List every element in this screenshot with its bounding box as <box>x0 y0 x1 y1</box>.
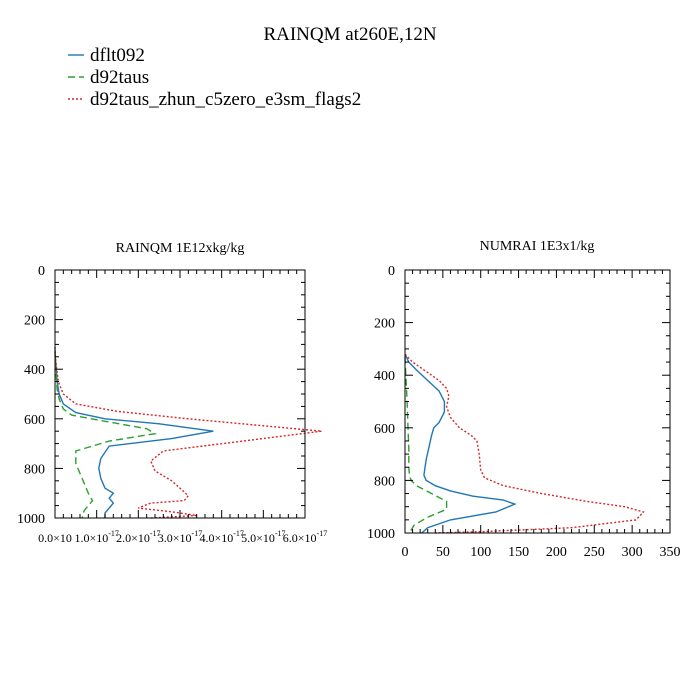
x-tick-exponent: -17 <box>108 529 119 538</box>
x-tick-exponent: -17 <box>150 529 161 538</box>
legend-label-d92taus-zhun: d92taus_zhun_c5zero_e3sm_flags2 <box>90 89 361 110</box>
series-group-rainqm <box>54 346 322 519</box>
y-tick-label: 0 <box>388 264 395 279</box>
x-tick-label: 1.0×10-17 <box>74 529 118 545</box>
x-tick-label: 5.0×10-17 <box>241 529 285 545</box>
panel-numrai: NUMRAI 1E3x1/kg 0 200 400 600 800 1000 0 50 100 1… <box>367 239 681 560</box>
panel-title-numrai: NUMRAI 1E3x1/kg <box>480 239 595 254</box>
y-tick-label: 1000 <box>367 527 395 542</box>
x-tick-label: 0.0×10 <box>38 531 72 545</box>
series-line-d92taus <box>404 356 448 534</box>
y-tick-label: 400 <box>374 369 395 384</box>
x-tick-label: 3.0×10-17 <box>158 529 202 545</box>
y-tick-label: 800 <box>24 462 45 477</box>
legend-entry-d92taus: d92taus <box>68 67 149 88</box>
series-line-dflt092 <box>404 353 517 534</box>
x-tick-label: 2.0×10-17 <box>116 529 160 545</box>
x-tick-exponent: -17 <box>233 529 244 538</box>
axes-numrai: 0 200 400 600 800 1000 0 50 100 150 200 250 300 350 <box>367 264 681 560</box>
x-tick-label: 0 <box>402 545 409 560</box>
x-tick-label: 300 <box>622 545 643 560</box>
panel-title-rainqm: RAINQM 1E12xkg/kg <box>116 241 245 256</box>
figure-title: RAINQM at260E,12N <box>263 24 436 45</box>
plot-frame-rainqm <box>54 269 306 519</box>
panel-rainqm: RAINQM 1E12xkg/kg 0 200 400 600 800 1000 0.0×1… <box>17 241 327 545</box>
legend-label-dflt092: dflt092 <box>90 45 145 66</box>
x-tick-label: 6.0×10-17 <box>283 529 327 545</box>
series-line-d92taus <box>54 351 157 519</box>
x-tick-label: 50 <box>436 545 450 560</box>
x-tick-label: 350 <box>660 545 681 560</box>
y-tick-label: 600 <box>24 413 45 428</box>
y-tick-label: 200 <box>24 314 45 329</box>
x-tick-label: 100 <box>470 545 491 560</box>
x-tick-label: 250 <box>584 545 605 560</box>
series-line-dflt092 <box>54 349 214 518</box>
y-tick-label: 400 <box>24 363 45 378</box>
x-tick-label: 4.0×10-17 <box>199 529 243 545</box>
x-tick-label: 150 <box>508 545 529 560</box>
x-tick-label: 200 <box>546 545 567 560</box>
y-tick-label: 0 <box>38 264 45 279</box>
x-tick-exponent: -17 <box>317 529 328 538</box>
legend-entry-dflt092: dflt092 <box>68 45 145 66</box>
y-tick-label: 800 <box>374 474 395 489</box>
series-group-numrai <box>404 353 645 534</box>
legend-label-d92taus: d92taus <box>90 67 149 88</box>
x-tick-exponent: -17 <box>275 529 286 538</box>
y-tick-label: 600 <box>374 422 395 437</box>
series-line-d92taus-zhun-c5zero-e3sm-flags2 <box>404 353 645 534</box>
x-tick-exponent: -17 <box>192 529 203 538</box>
y-tick-label: 1000 <box>17 512 45 527</box>
legend-entry-d92taus-zhun: d92taus_zhun_c5zero_e3sm_flags2 <box>68 89 361 110</box>
y-tick-label: 200 <box>374 317 395 332</box>
series-line-d92taus-zhun-c5zero-e3sm-flags2 <box>54 346 322 519</box>
legend: dflt092 d92taus d92taus_zhun_c5zero_e3sm… <box>68 45 361 110</box>
axes-rainqm: 0 200 400 600 800 1000 0.0×10 1.0×10-172.0×10-1… <box>17 264 327 545</box>
